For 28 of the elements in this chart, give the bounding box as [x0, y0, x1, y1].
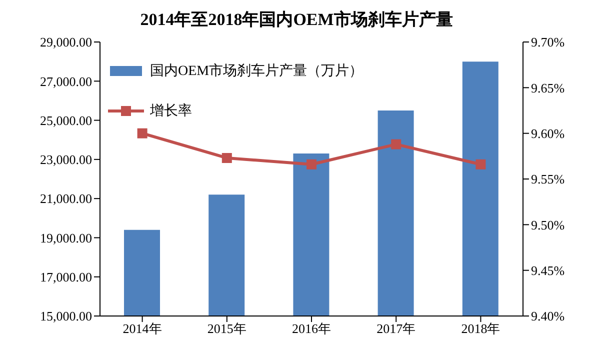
y-tick-label: 19,000.00 [40, 230, 92, 246]
x-tick-label: 2014年 [122, 321, 162, 336]
point [137, 128, 148, 138]
legend-label: 国内OEM市场刹车片产量（万片） [150, 62, 364, 80]
y-tick-label: 15,000.00 [40, 308, 92, 324]
x-tick-label: 2015年 [207, 321, 246, 336]
point [306, 159, 316, 170]
chart-title: 2014年至2018年国内OEM市场刹车片产量 [139, 9, 454, 31]
point [476, 159, 486, 170]
y2-tick-label: 9.40% [531, 308, 565, 324]
y2-tick-label: 9.60% [531, 126, 565, 141]
y2-tick-label: 9.70% [531, 34, 565, 50]
y2-tick-label: 9.55% [531, 172, 565, 187]
y-tick-label: 27,000.00 [40, 74, 92, 89]
y2-tick-label: 9.65% [531, 80, 565, 96]
y2-tick-label: 9.45% [531, 262, 565, 278]
point [391, 139, 402, 150]
legend-label: 增长率 [150, 102, 192, 120]
y-tick-label: 23,000.00 [40, 152, 92, 168]
x-tick-label: 2017年 [376, 321, 416, 336]
point [222, 152, 232, 163]
y-tick-label: 29,000.00 [40, 34, 92, 50]
y-tick-label: 17,000.00 [40, 269, 92, 284]
x-tick-label: 2016年 [292, 321, 331, 336]
y-tick-label: 25,000.00 [40, 112, 92, 128]
y2-tick-label: 9.50% [531, 217, 565, 232]
y-tick-label: 21,000.00 [40, 191, 92, 206]
x-tick-label: 2018年 [461, 321, 500, 336]
